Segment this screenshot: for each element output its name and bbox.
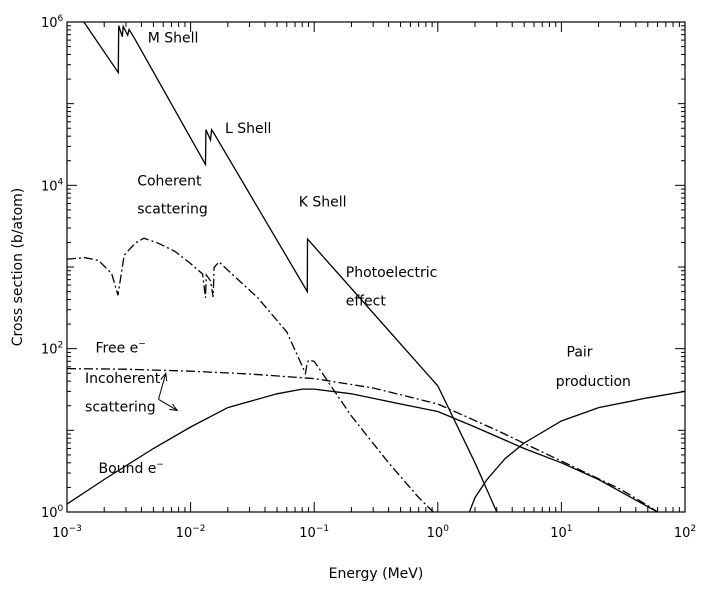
y-tick-label: 106 [41, 14, 64, 31]
x-tick-label: 100 [427, 524, 450, 541]
series-coherent [66, 237, 434, 513]
annotation-l-shell: L Shell [225, 121, 271, 137]
annotation-pair-1: Pair [567, 345, 593, 361]
arrow-shaft [158, 373, 167, 400]
label-bound-electron: Bound e− [99, 460, 164, 477]
arrow-head [169, 403, 179, 412]
label-free-electron: Free e− [95, 339, 145, 356]
arrow-shaft [158, 398, 178, 411]
annotation-k-shell: K Shell [299, 195, 347, 211]
x-tick-label: 10−3 [52, 524, 82, 541]
annotation-photo-1: Photoelectric [346, 265, 438, 281]
arrow-head [160, 372, 168, 382]
annotation-incoh-1: Incoherent [85, 371, 161, 387]
y-tick-label: 104 [41, 177, 64, 194]
series-pair [468, 390, 686, 513]
axis-ticks [66, 21, 686, 513]
annotation-pair-2: production [556, 374, 631, 390]
annotation-incoh-2: scattering [85, 400, 156, 416]
annotation-coherent-1: Coherent [137, 173, 202, 189]
x-axis-title: Energy (MeV) [329, 566, 424, 582]
series-layer [66, 21, 686, 513]
x-tick-label: 101 [550, 524, 572, 541]
y-axis-title: Cross section (b/atom) [10, 188, 26, 347]
x-tick-label: 10−2 [176, 524, 206, 541]
annotation-photo-2: effect [346, 293, 387, 309]
annotation-m-shell: M Shell [148, 31, 199, 47]
arrow-layer [158, 372, 179, 412]
y-tick-label: 100 [41, 504, 64, 521]
y-tick-label: 102 [41, 341, 63, 358]
axis-tick-labels: 10−3 10−2 10−1 100 101 102 100 102 104 106 [41, 14, 696, 541]
series-free-e [66, 367, 658, 513]
series-bound-e [66, 388, 658, 513]
annotation-coherent-2: scattering [137, 202, 208, 218]
series-photoelectric [83, 21, 498, 513]
x-tick-label: 102 [674, 524, 696, 541]
x-tick-label: 10−1 [299, 524, 329, 541]
annotation-layer: M Shell L Shell K Shell Coherent scattering P… [85, 31, 631, 477]
